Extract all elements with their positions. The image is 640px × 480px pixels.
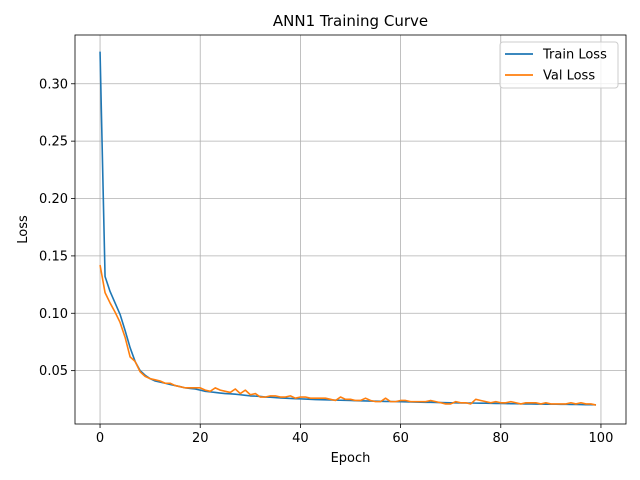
y-tick-label: 0.30 [39, 77, 68, 92]
x-tick-label: 0 [96, 431, 104, 446]
y-tick-label: 0.20 [39, 192, 68, 207]
x-tick-label: 60 [392, 431, 409, 446]
chart-title: ANN1 Training Curve [273, 12, 428, 30]
series-lines [99, 51, 597, 406]
y-tick-label: 0.25 [39, 135, 68, 150]
x-tick-label: 20 [192, 431, 209, 446]
x-tick-label: 80 [492, 431, 509, 446]
y-tick-label: 0.05 [39, 364, 68, 379]
x-tick-label: 100 [589, 431, 614, 446]
axis-ticks: 0 20 40 60 80 100 0.05 0.10 0.15 0.20 0.25 0.30 [39, 77, 613, 446]
x-tick-label: 40 [292, 431, 309, 446]
x-axis-label: Epoch [331, 451, 371, 466]
y-tick-label: 0.10 [39, 307, 68, 322]
plot-frame [74, 34, 627, 425]
legend-label-val-loss: Val Loss [543, 69, 595, 84]
legend: Train Loss Val Loss [499, 41, 619, 89]
y-axis-label: Loss [16, 215, 31, 244]
grid-lines [75, 35, 626, 424]
legend-label-train-loss: Train Loss [542, 48, 607, 63]
series-line-val-loss [99, 264, 597, 406]
y-tick-label: 0.15 [39, 249, 68, 264]
